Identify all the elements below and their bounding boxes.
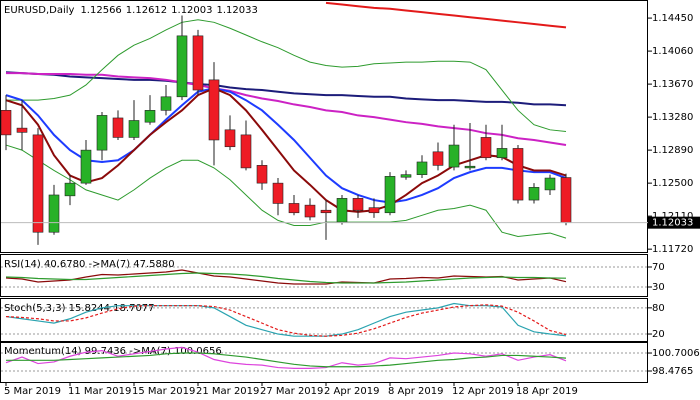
y-tick-label: 1.12500 bbox=[652, 178, 693, 189]
y-tick-label: 1.13670 bbox=[652, 79, 693, 90]
candle-body bbox=[512, 148, 524, 201]
series-line bbox=[5, 346, 567, 369]
momentum-frame bbox=[0, 342, 648, 383]
price-tag bbox=[648, 216, 700, 229]
open-value: 1.12566 bbox=[80, 5, 121, 16]
series-line bbox=[5, 71, 567, 107]
candle-body bbox=[176, 35, 188, 98]
candle-body bbox=[400, 174, 412, 178]
candle-body bbox=[16, 127, 28, 133]
chart-title: EURUSD,Daily 1.12566 1.12612 1.12003 1.12033 bbox=[4, 5, 258, 16]
series-line bbox=[325, 1, 567, 29]
series-line bbox=[5, 272, 567, 284]
close-value: 1.12033 bbox=[217, 5, 258, 16]
candle-body bbox=[560, 177, 572, 223]
x-tick-label: 8 Apr 2019 bbox=[388, 386, 443, 397]
y-tick-label: 1.12890 bbox=[652, 145, 693, 156]
y-tick-label: 1.11720 bbox=[652, 244, 693, 255]
candle-body bbox=[352, 198, 364, 211]
x-tick-label: 11 Mar 2019 bbox=[68, 386, 131, 397]
candle-body bbox=[464, 165, 476, 169]
candle-body bbox=[384, 176, 396, 214]
x-tick-label: 21 Mar 2019 bbox=[196, 386, 259, 397]
y-tick-label: 100.7006 bbox=[652, 348, 700, 359]
series-line bbox=[6, 352, 567, 368]
main-frame bbox=[0, 0, 648, 253]
x-tick-label: 15 Mar 2019 bbox=[132, 386, 195, 397]
candle-body bbox=[48, 194, 60, 233]
x-tick-label: 2 Apr 2019 bbox=[324, 386, 379, 397]
panel-title: Stoch(5,3,3) 15.8244 18.7077 bbox=[4, 303, 155, 314]
candle-body bbox=[208, 79, 220, 141]
x-tick-label: 12 Apr 2019 bbox=[452, 386, 514, 397]
candle-body bbox=[128, 120, 140, 138]
candle-body bbox=[0, 110, 12, 136]
panel-title: RSI(14) 40.6780 ->MA(7) 47.5880 bbox=[4, 259, 175, 270]
series-line bbox=[5, 87, 567, 204]
high-value: 1.12612 bbox=[126, 5, 167, 16]
series-line bbox=[5, 304, 567, 337]
series-line bbox=[6, 19, 567, 132]
y-tick-label: 1.13280 bbox=[652, 112, 693, 123]
stoch-frame bbox=[0, 298, 648, 342]
panel-title: Momentum(14) 99.7436 ->MA(7) 100.0656 bbox=[4, 346, 222, 357]
candle-body bbox=[288, 203, 300, 214]
candle-body bbox=[416, 161, 428, 175]
x-tick-label: 27 Mar 2019 bbox=[260, 386, 323, 397]
candle-body bbox=[160, 96, 172, 111]
candle-body bbox=[112, 117, 124, 138]
rsi-frame bbox=[0, 254, 648, 297]
y-tick-label: 80 bbox=[652, 303, 665, 314]
candle-body bbox=[64, 182, 76, 197]
candle-body bbox=[240, 134, 252, 169]
y-tick-label: 1.14450 bbox=[652, 13, 693, 24]
candle-body bbox=[144, 110, 156, 123]
candle-body bbox=[256, 165, 268, 184]
x-tick-label: 5 Mar 2019 bbox=[4, 386, 61, 397]
candle-body bbox=[80, 149, 92, 184]
candle-body bbox=[496, 148, 508, 159]
candle-body bbox=[192, 35, 204, 91]
candle-body bbox=[432, 151, 444, 166]
candle-body bbox=[368, 207, 380, 214]
y-tick-label: 30 bbox=[652, 282, 665, 293]
series-line bbox=[5, 87, 567, 213]
candle-body bbox=[336, 198, 348, 223]
y-tick-label: 70 bbox=[652, 262, 665, 273]
candle-body bbox=[304, 204, 316, 218]
series-line bbox=[5, 269, 567, 285]
symbol: EURUSD,Daily bbox=[4, 5, 75, 16]
x-tick-label: 18 Apr 2019 bbox=[516, 386, 578, 397]
candle-body bbox=[96, 115, 108, 151]
candle-body bbox=[480, 137, 492, 159]
price-tag-label: 1.12033 bbox=[652, 218, 693, 229]
y-tick-label: 1.12110 bbox=[652, 211, 693, 222]
candle-body bbox=[224, 129, 236, 148]
candle-body bbox=[528, 187, 540, 201]
series-line bbox=[6, 72, 567, 147]
candle-body bbox=[32, 134, 44, 233]
y-tick-label: 98.4765 bbox=[652, 366, 693, 377]
y-tick-label: 1.14060 bbox=[652, 46, 693, 57]
candle-body bbox=[544, 177, 556, 191]
low-value: 1.12003 bbox=[171, 5, 212, 16]
candle-body bbox=[320, 209, 332, 214]
candle-body bbox=[448, 144, 460, 168]
y-tick-label: 20 bbox=[652, 329, 665, 340]
candle-body bbox=[272, 182, 284, 204]
